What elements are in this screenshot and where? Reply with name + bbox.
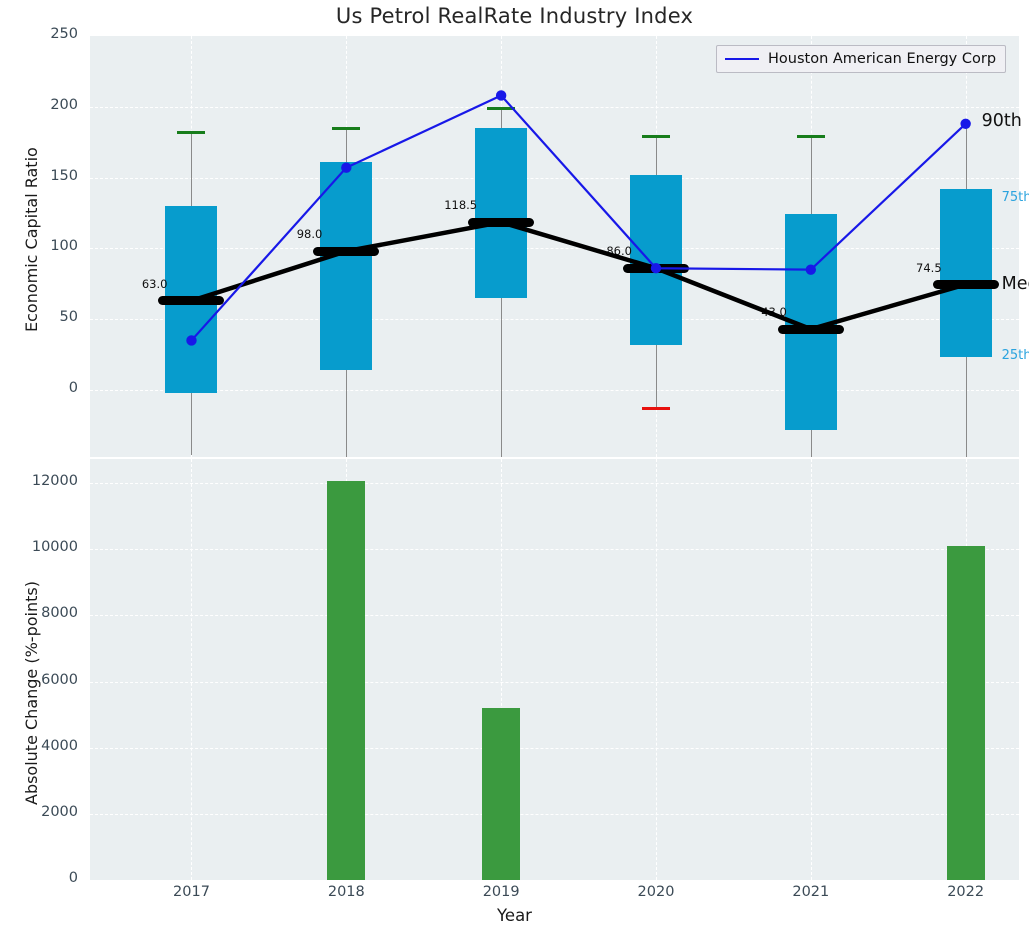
median-bar-2017	[158, 296, 225, 306]
gridline	[90, 813, 1019, 815]
x-tick-label-2017: 2017	[173, 884, 210, 900]
legend-line-icon	[725, 58, 759, 60]
gridline-vertical	[810, 459, 812, 880]
median-value-label-2018: 98.0	[296, 227, 323, 242]
bar-2018	[327, 481, 366, 880]
x-tick-label-2019: 2019	[482, 884, 520, 900]
whisker-cap-high	[487, 106, 516, 110]
chart-title: Us Petrol RealRate Industry Index	[335, 4, 694, 28]
whisker-cap-low	[641, 406, 670, 410]
box-iqr-2018	[320, 162, 373, 371]
x-tick-label-2020: 2020	[637, 884, 675, 900]
gridline-vertical	[501, 459, 503, 880]
whisker-cap-high	[796, 135, 825, 139]
box-iqr-2021	[784, 214, 837, 430]
whisker-cap-high	[641, 135, 670, 139]
median-bar-2019	[468, 217, 535, 227]
median-bar-2018	[313, 246, 380, 256]
bar-2019	[482, 707, 521, 880]
legend: Houston American Energy Corp	[716, 45, 1007, 73]
gridline-vertical	[655, 459, 657, 880]
whisker-cap-high	[177, 130, 206, 134]
median-value-label-2019: 118.5	[444, 198, 478, 213]
annotation-90th-percentile: 90th Percentile	[981, 110, 1029, 131]
gridline	[90, 615, 1019, 617]
median-value-label-2021: 43.0	[761, 305, 787, 320]
gridline	[90, 549, 1019, 551]
box-iqr-2019	[475, 128, 528, 298]
median-value-label-2020: 86.0	[606, 244, 632, 259]
median-bar-2020	[622, 263, 689, 273]
median-bar-2021	[777, 324, 844, 334]
gridline	[90, 248, 1019, 250]
x-axis-label: Year	[497, 906, 532, 925]
bar-2022	[946, 545, 985, 880]
gridline-vertical	[191, 459, 193, 880]
median-value-label-2022: 74.5	[916, 260, 942, 275]
annotation-25th-percentile: 25th Percentile	[1001, 348, 1029, 364]
annotation-median: Median	[1001, 273, 1029, 294]
gridline	[90, 106, 1019, 108]
x-tick-label-2022: 2022	[947, 884, 985, 900]
box-iqr-2020	[629, 174, 682, 345]
whisker-cap-high	[332, 126, 361, 130]
gridline	[90, 319, 1019, 321]
median-value-label-2017: 63.0	[141, 276, 168, 291]
gridline	[90, 390, 1019, 391]
x-tick-label-2021: 2021	[792, 884, 830, 900]
boxplot-panel	[90, 36, 1019, 457]
x-tick-label-2018: 2018	[327, 884, 365, 900]
median-bar-2022	[932, 280, 999, 289]
annotation-75th-percentile: 75th Percentile	[1001, 189, 1029, 205]
box-iqr-2022	[939, 188, 992, 358]
gridline	[90, 747, 1019, 749]
gridline	[90, 483, 1019, 484]
barchart-panel	[90, 459, 1019, 880]
gridline	[90, 681, 1019, 683]
legend-entry-label: Houston American Energy Corp	[768, 51, 997, 67]
gridline	[90, 177, 1019, 179]
